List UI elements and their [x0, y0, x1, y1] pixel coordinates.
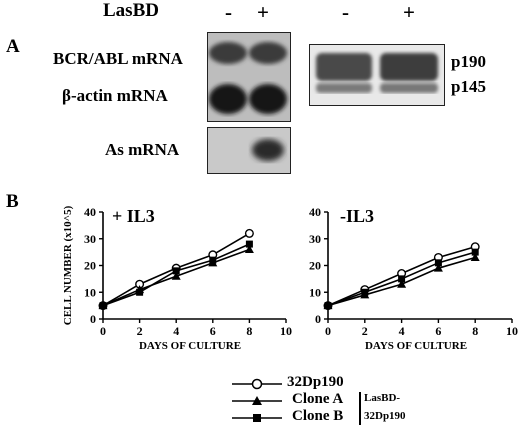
legend-marker-circle	[251, 378, 263, 390]
protein-label-p190: p190	[451, 52, 486, 71]
il3-plus-x-tick-label: 6	[210, 324, 216, 338]
il3-minus-point-clone-b	[324, 302, 332, 310]
il3-plus-y-tick-label: 20	[84, 259, 96, 273]
il3-plus-y-tick-label: 10	[84, 285, 96, 299]
il3-minus-x-tick-label: 6	[435, 324, 441, 338]
il3-minus-x-tick-label: 4	[399, 324, 405, 338]
il3-plus-y-axis-label: CELL NUMBER (x10^5)	[62, 205, 74, 325]
northern-blot	[207, 32, 291, 122]
il3-plus-chart-title: + IL3	[112, 206, 155, 226]
il3-minus-point-clone-b	[471, 248, 479, 256]
legend-marker-triangle	[252, 396, 262, 405]
il3-minus-x-tick-label: 10	[506, 324, 518, 338]
il3-minus-chart-title: -IL3	[340, 206, 374, 226]
panel-b-label: B	[6, 191, 19, 212]
band-p190-minus	[316, 53, 372, 81]
il3-plus-point-clone-b	[99, 302, 107, 310]
band-bcr-abl-minus	[209, 42, 247, 64]
il3-plus-x-tick-label: 2	[137, 324, 143, 338]
blot-row-as: As mRNA	[105, 140, 180, 159]
lane-plus-2: +	[403, 0, 415, 24]
il3-minus-point-clone-b	[434, 259, 442, 267]
il3-plus-x-tick-label: 8	[246, 324, 252, 338]
il3-plus-point-clone-b	[172, 267, 180, 275]
blot-row-actin: β-actin mRNA	[62, 86, 168, 105]
il3-plus-point-clone-a	[171, 271, 181, 280]
band-p145-minus	[316, 83, 372, 93]
il3-minus-y-tick-label: 40	[309, 205, 321, 219]
il3-minus-point-clone-a	[470, 252, 480, 261]
panel-a-label: A	[6, 36, 20, 57]
legend-marker-square	[253, 414, 261, 422]
band-p190-plus	[380, 53, 438, 81]
legend-entry-32dp190: 32Dp190	[287, 374, 344, 390]
il3-minus-point-clone-b	[361, 288, 369, 296]
il3-minus-y-tick-label: 10	[309, 285, 321, 299]
il3-minus-x-tick-label: 8	[472, 324, 478, 338]
il3-plus-point-32dp190	[244, 228, 254, 238]
blot-row-bcr-abl: BCR/ABL mRNA	[53, 49, 183, 68]
band-as-plus	[252, 139, 284, 161]
legend-entry-clone-a: Clone A	[292, 391, 344, 407]
band-actin-plus	[249, 84, 287, 114]
il3-plus-y-tick-label: 30	[84, 232, 96, 246]
il3-plus-x-tick-label: 4	[173, 324, 179, 338]
northern-blot-bands	[209, 42, 287, 114]
il3-plus-point-clone-b	[245, 240, 253, 248]
il3-minus-y-tick-label: 0	[315, 312, 321, 326]
band-actin-minus	[209, 84, 247, 114]
il3-plus-x-tick-label: 0	[100, 324, 106, 338]
il3-minus-point-clone-a	[433, 263, 443, 272]
il3-minus-x-tick-label: 0	[325, 324, 331, 338]
lane-minus-1: -	[225, 0, 232, 24]
il3-plus-x-axis-label: DAYS OF CULTURE	[139, 340, 241, 352]
il3-minus-point-clone-a	[397, 279, 407, 288]
lane-minus-2: -	[342, 0, 349, 24]
il3-minus-y-tick-label: 20	[309, 259, 321, 273]
lane-plus-1: +	[257, 0, 269, 24]
il3-plus-point-clone-a	[244, 244, 254, 253]
legend-group-label-2: 32Dp190	[364, 410, 406, 422]
protein-label-p145: p145	[451, 77, 486, 96]
il3-minus-y-tick-label: 30	[309, 232, 321, 246]
legend-markers	[232, 378, 282, 422]
legend-entry-clone-b: Clone B	[292, 408, 344, 424]
il3-plus-point-clone-b	[209, 256, 217, 264]
band-p145-plus	[380, 83, 438, 93]
il3-minus-point-clone-b	[398, 275, 406, 283]
antisense-blot-bands	[252, 139, 284, 161]
il3-plus-y-tick-label: 0	[90, 312, 96, 326]
il3-minus-x-tick-label: 2	[362, 324, 368, 338]
il3-plus-point-clone-b	[136, 288, 144, 296]
legend-group-bracket	[359, 392, 361, 425]
legend-group-label-1: LasBD-	[364, 392, 401, 404]
il3-plus-y-tick-label: 40	[84, 205, 96, 219]
western-blot	[309, 44, 445, 106]
il3-minus-x-axis-label: DAYS OF CULTURE	[365, 340, 467, 352]
band-bcr-abl-plus	[249, 42, 287, 64]
il3-plus-x-tick-label: 10	[280, 324, 292, 338]
antisense-blot	[207, 127, 291, 174]
treatment-label: LasBD	[103, 0, 159, 21]
western-blot-bands	[316, 53, 438, 93]
